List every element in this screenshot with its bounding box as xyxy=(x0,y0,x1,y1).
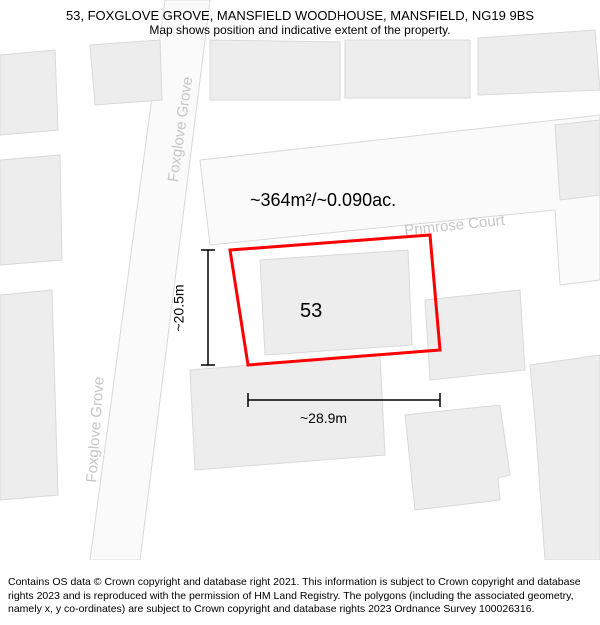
map-container: Foxglove GroveFoxglove GrovePrimrose Cou… xyxy=(0,0,600,560)
footer-copyright: Contains OS data © Crown copyright and d… xyxy=(0,570,600,625)
building xyxy=(555,120,600,200)
building xyxy=(190,355,385,470)
width-dimension-label: ~28.9m xyxy=(300,410,347,426)
building xyxy=(345,40,470,98)
building xyxy=(405,405,510,510)
map-svg: Foxglove GroveFoxglove GrovePrimrose Cou… xyxy=(0,0,600,560)
page-title: 53, FOXGLOVE GROVE, MANSFIELD WOODHOUSE,… xyxy=(10,8,590,23)
building xyxy=(90,40,162,105)
building xyxy=(0,155,62,265)
area-label: ~364m²/~0.090ac. xyxy=(250,190,396,211)
building xyxy=(0,290,58,500)
page-subtitle: Map shows position and indicative extent… xyxy=(10,23,590,37)
plot-number: 53 xyxy=(300,300,322,323)
building xyxy=(0,50,58,135)
height-dimension-label: ~20.5m xyxy=(171,284,187,331)
header: 53, FOXGLOVE GROVE, MANSFIELD WOODHOUSE,… xyxy=(0,0,600,41)
building xyxy=(260,250,412,355)
building xyxy=(210,40,340,100)
